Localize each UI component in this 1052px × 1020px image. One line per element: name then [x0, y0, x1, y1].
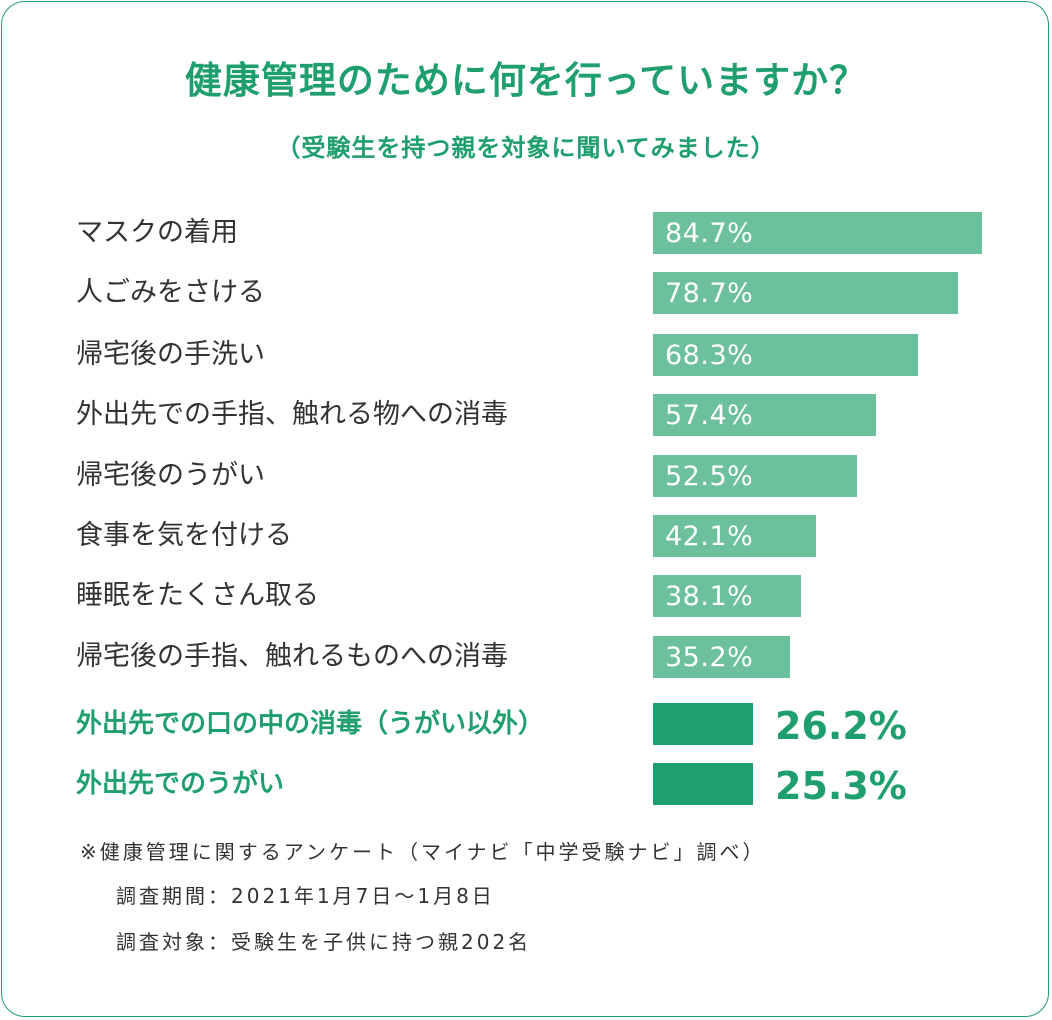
- data-label: 38.1%: [665, 581, 754, 612]
- bar: 68.3%: [653, 334, 918, 376]
- category-label: 外出先での手指、触れる物への消毒: [76, 399, 508, 430]
- bar: 57.4%: [653, 394, 876, 436]
- chart-title: 健康管理のために何を行っていますか？: [184, 59, 868, 102]
- category-label: 外出先での口の中の消毒（うがい以外）: [76, 709, 545, 739]
- chart-subtitle: （受験生を持つ親を対象に聞いてみました）: [276, 134, 776, 162]
- survey-target: 調査対象：受験生を子供に持つ親202名: [116, 930, 532, 954]
- data-label: 57.4%: [665, 400, 754, 431]
- data-label: 84.7%: [665, 218, 754, 249]
- bar: [653, 763, 753, 805]
- category-label: 睡眠をたくさん取る: [76, 580, 319, 611]
- bar: 52.5%: [653, 455, 857, 497]
- bar: [653, 703, 753, 745]
- category-label: マスクの着用: [76, 217, 238, 248]
- data-label: 68.3%: [665, 340, 754, 371]
- bar: 78.7%: [653, 272, 958, 314]
- bar: 84.7%: [653, 212, 982, 254]
- category-label: 食事を気を付ける: [76, 520, 292, 551]
- data-label: 35.2%: [665, 642, 754, 673]
- data-label: 78.7%: [665, 278, 754, 309]
- data-label: 26.2%: [775, 704, 907, 748]
- category-label: 帰宅後の手指、触れるものへの消毒: [76, 641, 508, 672]
- data-label: 25.3%: [775, 764, 907, 808]
- survey-period: 調査期間：2021年1月7日～1月8日: [116, 884, 495, 908]
- bar: 35.2%: [653, 636, 790, 678]
- category-label: 帰宅後の手洗い: [76, 339, 265, 370]
- survey-note: ※健康管理に関するアンケート（マイナビ「中学受験ナビ」調べ）: [80, 840, 766, 864]
- category-label: 人ごみをさける: [76, 277, 265, 308]
- category-label: 帰宅後のうがい: [76, 460, 265, 491]
- data-label: 52.5%: [665, 461, 754, 492]
- data-label: 42.1%: [665, 521, 754, 552]
- bar: 38.1%: [653, 575, 801, 617]
- category-label: 外出先でのうがい: [76, 769, 285, 799]
- bar: 42.1%: [653, 515, 816, 557]
